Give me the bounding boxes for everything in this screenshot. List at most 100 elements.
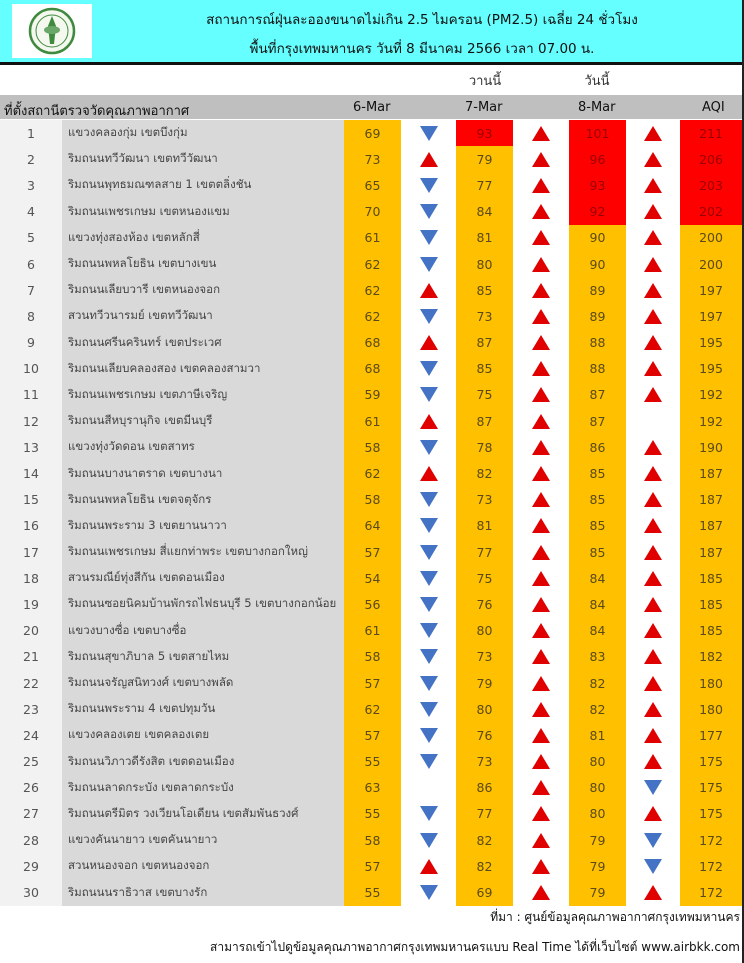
trend-cell (626, 617, 680, 644)
pm25-value-d7: 75 (456, 565, 513, 592)
pm25-value-d6: 58 (344, 827, 401, 854)
aqi-value: 200 (680, 224, 742, 251)
trend-up-icon (532, 570, 550, 586)
trend-up-icon (644, 308, 662, 324)
table-row: 5 แขวงทุ่งสองห้อง เขตหลักสี่ 61 81 90 200 (0, 224, 742, 251)
trend-down-icon (419, 492, 438, 508)
aqi-column-header: AQI (702, 100, 725, 115)
station-column-header: ที่ตั้งสถานีตรวจวัดคุณภาพอากาศ (4, 104, 190, 119)
trend-cell (513, 329, 569, 356)
trend-cell (513, 669, 569, 697)
pm25-value-d6: 65 (344, 172, 401, 199)
trend-down-icon (419, 649, 438, 665)
pm25-value-d7: 79 (456, 669, 513, 697)
pm25-value-d7: 80 (456, 617, 513, 644)
trend-down-icon (419, 701, 438, 717)
table-row: 11 ริมถนนเพชรเกษม เขตภาษีเจริญ 59 75 87 192 (0, 381, 742, 409)
trend-cell (626, 486, 680, 513)
table-row: 27 ริมถนนตรีมิตร วงเวียนโอเดียน เขตสัมพัน… (0, 800, 742, 828)
trend-down-icon (419, 518, 438, 534)
d7-column-header: 7-Mar (465, 100, 503, 115)
pm25-value-d6: 59 (344, 381, 401, 409)
trend-up-icon (532, 256, 550, 272)
trend-up-icon (644, 204, 662, 220)
frame-border (742, 0, 744, 963)
trend-down-icon (419, 387, 438, 403)
pm25-value-d7: 76 (456, 722, 513, 749)
trend-cell (401, 539, 456, 566)
row-number: 19 (0, 591, 62, 618)
station-name: ริมถนนซอยนิคมบ้านพักรถไฟธนบุรี 5 เขตบางก… (62, 591, 344, 618)
row-number: 30 (0, 879, 62, 906)
pm25-value-d6: 62 (344, 303, 401, 330)
pm25-value-d7: 93 (456, 120, 513, 147)
table-row: 4 ริมถนนเพชรเกษม เขตหนองแขม 70 84 92 202 (0, 198, 742, 225)
aqi-value: 192 (680, 408, 742, 435)
trend-cell (626, 408, 680, 435)
trend-cell (513, 355, 569, 382)
trend-up-icon (532, 649, 550, 665)
trend-up-icon (644, 570, 662, 586)
pm25-value-d8: 81 (569, 722, 626, 749)
trend-cell (626, 250, 680, 278)
pm25-value-d8: 101 (569, 120, 626, 147)
trend-up-icon (644, 727, 662, 743)
seal-icon (28, 7, 76, 55)
station-name: ริมถนนจรัญสนิทวงศ์ เขตบางพลัด (62, 669, 344, 697)
trend-cell (401, 198, 456, 225)
trend-down-icon (644, 858, 662, 874)
aqi-value: 175 (680, 800, 742, 828)
trend-up-icon (419, 335, 438, 351)
row-number: 17 (0, 539, 62, 566)
trend-up-icon (532, 675, 550, 691)
trend-cell (401, 486, 456, 513)
trend-cell (401, 643, 456, 670)
table-row: 13 แขวงทุ่งวัดดอน เขตสาทร 58 78 86 190 (0, 434, 742, 461)
pm25-value-d7: 80 (456, 696, 513, 723)
station-name: ริมถนนลาดกระบัง เขตลาดกระบัง (62, 774, 344, 801)
pm25-value-d6: 57 (344, 539, 401, 566)
trend-cell (513, 696, 569, 723)
station-name: แขวงคลองกุ่ม เขตบึงกุ่ม (62, 120, 344, 147)
trend-cell (401, 250, 456, 278)
table-row: 21 ริมถนนสุขาภิบาล 5 เขตสายไหม 58 73 83 182 (0, 643, 742, 670)
station-name: ริมถนนตรีมิตร วงเวียนโอเดียน เขตสัมพันธว… (62, 800, 344, 828)
trend-cell (401, 355, 456, 382)
trend-down-icon (419, 885, 438, 901)
station-name: ริมถนนเลียบวารี เขตหนองจอก (62, 277, 344, 304)
pm25-value-d7: 78 (456, 434, 513, 461)
pm25-value-d8: 80 (569, 748, 626, 775)
trend-cell (513, 224, 569, 251)
aqi-value: 185 (680, 617, 742, 644)
trend-cell (626, 460, 680, 487)
trend-cell (513, 303, 569, 330)
pm25-value-d8: 83 (569, 643, 626, 670)
station-name: ริมถนนสีหบุรานุกิจ เขตมีนบุรี (62, 408, 344, 435)
d6-column-header: 6-Mar (353, 100, 391, 115)
trend-up-icon (532, 335, 550, 351)
trend-down-icon (644, 780, 662, 796)
trend-cell (626, 774, 680, 801)
trend-up-icon (419, 282, 438, 298)
aqi-value: 172 (680, 827, 742, 854)
aqi-value: 211 (680, 120, 742, 147)
trend-cell (401, 120, 456, 147)
trend-up-icon (532, 204, 550, 220)
trend-up-icon (532, 413, 550, 429)
aqi-value: 200 (680, 250, 742, 278)
trend-cell (401, 224, 456, 251)
pm25-value-d7: 80 (456, 250, 513, 278)
row-number: 13 (0, 434, 62, 461)
pm25-value-d7: 73 (456, 643, 513, 670)
table-row: 15 ริมถนนพหลโยธิน เขตจตุจักร 58 73 85 187 (0, 486, 742, 513)
station-name: ริมถนนเพชรเกษม เขตภาษีเจริญ (62, 381, 344, 409)
trend-cell (401, 565, 456, 592)
pm25-value-d8: 87 (569, 408, 626, 435)
trend-cell (401, 696, 456, 723)
pm25-value-d8: 84 (569, 565, 626, 592)
table-row: 28 แขวงคันนายาว เขตคันนายาว 58 82 79 172 (0, 827, 742, 854)
trend-cell (401, 748, 456, 775)
pm25-value-d8: 80 (569, 774, 626, 801)
trend-up-icon (644, 596, 662, 612)
trend-up-icon (532, 832, 550, 848)
